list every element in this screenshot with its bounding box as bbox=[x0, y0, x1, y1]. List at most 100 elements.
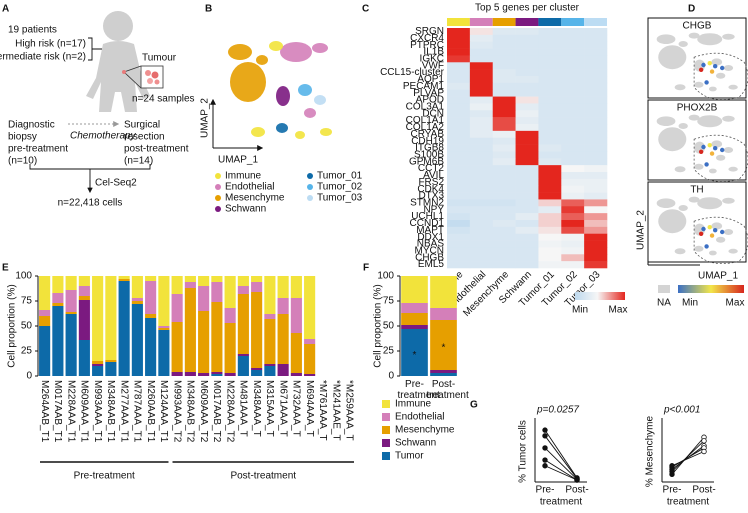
heatmap-cell bbox=[584, 158, 608, 166]
bar-segment bbox=[171, 372, 183, 376]
bar-segment bbox=[78, 300, 90, 340]
heatmap-cell bbox=[584, 76, 608, 84]
y-tick-label: STMN2 bbox=[410, 197, 444, 208]
heatmap-cell bbox=[538, 103, 562, 111]
heatmap-cell bbox=[492, 192, 516, 200]
heatmap-cell bbox=[469, 192, 494, 200]
cluster-blob bbox=[314, 95, 326, 105]
y-tick-label: 50 bbox=[383, 321, 395, 332]
method-label: Cel-Seq2 bbox=[95, 178, 137, 189]
heatmap-cell bbox=[538, 206, 562, 214]
heatmap-cell bbox=[515, 69, 539, 77]
cluster-blob bbox=[312, 43, 328, 53]
heatmap-cell bbox=[515, 130, 539, 139]
axis-label: % Tumor cells bbox=[518, 420, 529, 483]
bar-segment bbox=[184, 282, 196, 288]
heatmap-cell bbox=[447, 178, 471, 187]
heatmap-cell bbox=[492, 117, 516, 125]
heatmap-cell bbox=[469, 137, 494, 145]
y-tick-label: S100B bbox=[414, 149, 444, 160]
heatmap-cell bbox=[469, 199, 494, 207]
pair-point bbox=[574, 477, 580, 483]
feature-blob bbox=[694, 81, 704, 88]
bar-segment bbox=[78, 276, 90, 286]
heatmap-cell bbox=[584, 226, 608, 235]
y-tick-label: CDK4 bbox=[417, 184, 444, 195]
heatmap-cell bbox=[492, 55, 516, 63]
feature-blob bbox=[708, 86, 717, 92]
heatmap-cell bbox=[469, 247, 494, 255]
bar-segment bbox=[131, 304, 143, 376]
risk-label: High risk (n=17) bbox=[15, 39, 86, 50]
heatmap-cell bbox=[492, 254, 516, 262]
heatmap-cell bbox=[538, 124, 562, 132]
feature-blob bbox=[656, 198, 676, 208]
legend-label: Tumor bbox=[395, 451, 424, 462]
y-tick-label: 75 bbox=[383, 296, 395, 307]
bar-segment bbox=[145, 314, 157, 318]
heatmap-cell bbox=[561, 48, 585, 56]
legend-label: Mesenchyme bbox=[395, 425, 455, 436]
bar-segment bbox=[78, 340, 90, 376]
feature-blob bbox=[688, 114, 700, 121]
pair-point bbox=[542, 427, 548, 433]
heatmap-cell bbox=[538, 261, 562, 269]
feature-spot bbox=[704, 244, 709, 249]
x-tick-label: M348AAB_T1 bbox=[105, 380, 116, 443]
heatmap-cell bbox=[538, 82, 562, 91]
legend-label: Endothelial bbox=[225, 182, 274, 193]
heatmap-cell bbox=[447, 158, 471, 166]
bar-segment bbox=[290, 276, 302, 298]
bar-segment bbox=[118, 281, 130, 376]
heatmap-cell bbox=[447, 48, 471, 56]
feature-blob bbox=[694, 163, 704, 170]
heatmap-cell bbox=[492, 165, 516, 173]
cluster-blob bbox=[269, 41, 283, 51]
x-tick-label: M993AAA_T2 bbox=[171, 380, 182, 443]
colorbar-na bbox=[658, 285, 670, 293]
y-tick-label: CCT2 bbox=[418, 163, 445, 174]
y-tick-label: MYCN bbox=[415, 245, 444, 256]
bar-segment bbox=[401, 329, 428, 376]
colorbar bbox=[678, 285, 744, 293]
post-label: Surgical bbox=[124, 120, 160, 131]
y-tick-label: PTPRC bbox=[410, 40, 444, 51]
heatmap-cell bbox=[447, 82, 471, 91]
heatmap-cell bbox=[584, 48, 608, 56]
pair-point bbox=[542, 457, 548, 463]
heatmap-cell bbox=[469, 130, 494, 139]
heatmap-cell bbox=[561, 62, 585, 70]
heatmap-cell bbox=[584, 206, 608, 214]
heatmap-cell bbox=[447, 117, 471, 125]
pair-point bbox=[701, 438, 707, 444]
heatmap-cell bbox=[492, 34, 516, 43]
heatmap-cell bbox=[469, 172, 494, 180]
heatmap-cell bbox=[515, 41, 539, 49]
colorbar bbox=[575, 292, 625, 300]
bar-segment bbox=[224, 373, 236, 376]
bar-segment bbox=[92, 364, 104, 366]
cluster-strip bbox=[515, 18, 539, 26]
heatmap-cell bbox=[561, 69, 585, 77]
heatmap-cell bbox=[584, 247, 608, 255]
heatmap-cell bbox=[469, 76, 494, 84]
heatmap-cell bbox=[492, 206, 516, 214]
heatmap-cell bbox=[538, 130, 562, 139]
bar-segment bbox=[158, 326, 170, 328]
bar-segment bbox=[277, 314, 289, 364]
heatmap-cell bbox=[515, 165, 539, 173]
heatmap-cell bbox=[515, 226, 539, 235]
y-tick-label: MAPT bbox=[416, 225, 444, 236]
heatmap-cell bbox=[492, 62, 516, 70]
heatmap-cell bbox=[584, 199, 608, 207]
bar-segment bbox=[52, 276, 64, 293]
bar-segment bbox=[211, 282, 223, 302]
heatmap-cell bbox=[561, 254, 585, 262]
bar-segment bbox=[304, 339, 316, 344]
heatmap-cell bbox=[447, 185, 471, 193]
heatmap-cell bbox=[561, 261, 585, 269]
patients-label: 19 patients bbox=[8, 25, 57, 36]
legend-swatch bbox=[382, 400, 390, 408]
heatmap-cell bbox=[447, 192, 471, 200]
bar-segment bbox=[184, 372, 196, 376]
